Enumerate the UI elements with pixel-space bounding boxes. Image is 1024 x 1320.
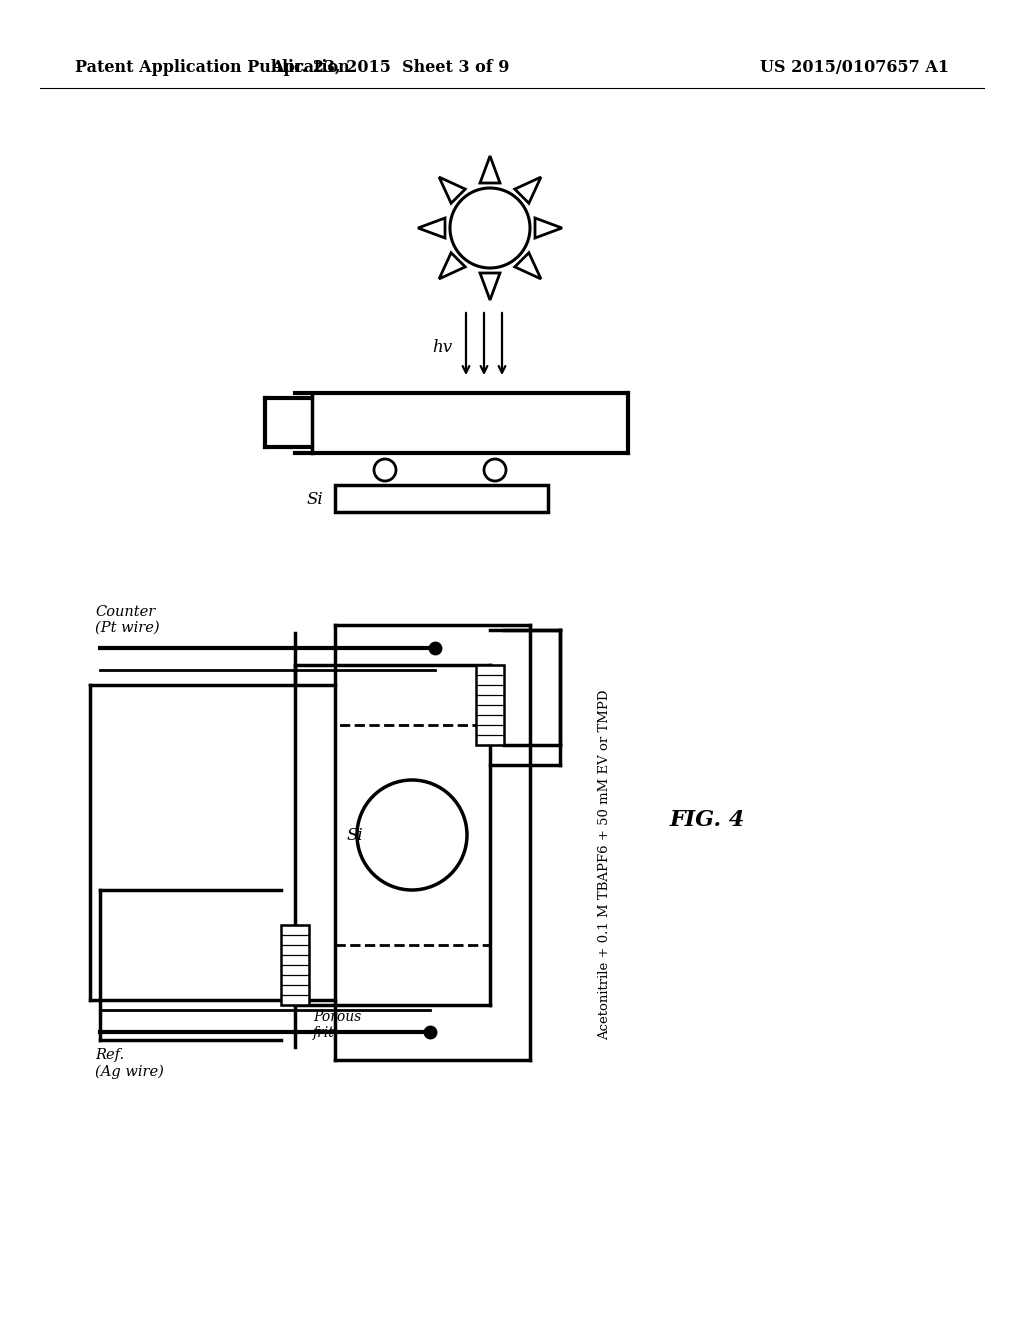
Text: Si: Si: [306, 491, 323, 508]
Text: FIG. 4: FIG. 4: [670, 809, 745, 832]
Bar: [335, 725, 490, 945]
Text: Patent Application Publication: Patent Application Publication: [75, 59, 350, 77]
Text: Si: Si: [347, 826, 364, 843]
Text: Porous
frit: Porous frit: [313, 1010, 361, 1040]
Text: Acetonitrile + 0.1 M TBAPF6 + 50 mM EV or TMPD: Acetonitrile + 0.1 M TBAPF6 + 50 mM EV o…: [598, 689, 611, 1040]
Text: US 2015/0107657 A1: US 2015/0107657 A1: [760, 59, 949, 77]
Bar: [335, 484, 548, 512]
Text: Counter
(Pt wire): Counter (Pt wire): [95, 605, 160, 635]
Text: Ref.
(Ag wire): Ref. (Ag wire): [95, 1048, 164, 1078]
Text: Apr. 23, 2015  Sheet 3 of 9: Apr. 23, 2015 Sheet 3 of 9: [270, 59, 509, 77]
Text: hv: hv: [432, 339, 452, 356]
Bar: [476, 665, 504, 744]
Bar: [281, 925, 309, 1005]
